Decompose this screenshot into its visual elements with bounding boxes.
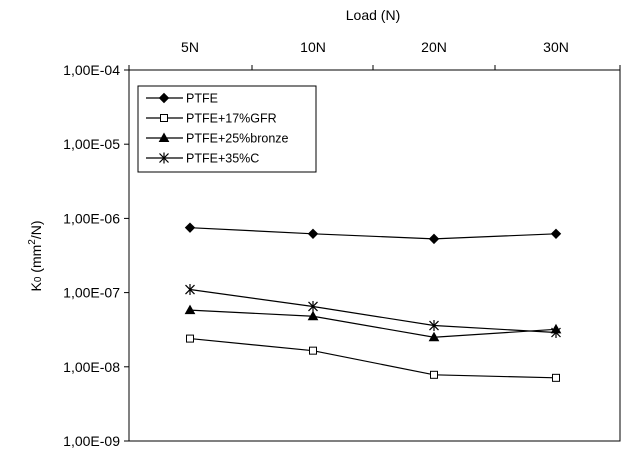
series-line <box>189 337 557 379</box>
y-tick-label: 1,00E-07 <box>63 285 120 301</box>
legend-label: PTFE+25%bronze <box>186 132 289 146</box>
y-axis-title-main: K <box>28 282 44 292</box>
y-axis-title-unit: (mm <box>28 245 44 277</box>
data-point <box>158 92 170 104</box>
series-layer <box>184 222 562 382</box>
legend-label: PTFE+35%C <box>186 152 259 166</box>
legend-label: PTFE+17%GFR <box>186 112 277 126</box>
x-tick-label: 5N <box>181 39 199 55</box>
x-tick-label: 10N <box>300 39 326 55</box>
y-axis-title-unit-end: /N) <box>28 220 44 239</box>
data-point <box>550 228 562 240</box>
plot-frame <box>128 69 621 442</box>
x-tick-label: 20N <box>421 39 447 55</box>
data-point <box>308 300 318 312</box>
data-point <box>428 233 440 245</box>
data-point <box>184 222 196 233</box>
legend-label: PTFE <box>186 92 218 106</box>
series-line <box>189 227 557 240</box>
legend: PTFE PTFE+17%GFR PTFE+25%bronze PTFE+35%C <box>137 85 317 173</box>
y-axis-title-unit-sup: 2 <box>27 239 38 245</box>
data-point <box>186 334 194 343</box>
data-point <box>309 346 317 355</box>
data-point <box>184 304 196 315</box>
y-tick-label: 1,00E-09 <box>63 433 120 449</box>
y-axis-title-sub: 0 <box>33 276 44 282</box>
data-point <box>428 331 440 342</box>
y-tick-label: 1,00E-06 <box>63 210 120 226</box>
y-tick-label: 1,00E-04 <box>63 62 120 78</box>
data-point <box>552 373 560 382</box>
x-tick-label: 30N <box>543 39 569 55</box>
series-line <box>189 288 557 334</box>
ticks: 1,00E-04 1,00E-05 1,00E-06 1,00E-07 1,00E-08… <box>63 39 621 449</box>
data-point <box>185 284 195 296</box>
series-line <box>189 309 557 338</box>
axes <box>128 69 621 442</box>
data-point <box>158 132 170 142</box>
data-point <box>160 114 168 122</box>
data-point <box>159 152 169 164</box>
y-tick-label: 1,00E-05 <box>63 136 120 152</box>
data-point <box>430 370 438 379</box>
data-point <box>429 320 439 332</box>
y-axis-title: K0 (mm2/N) <box>27 220 44 291</box>
data-point <box>551 326 561 338</box>
data-point <box>307 310 319 321</box>
y-tick-label: 1,00E-08 <box>63 359 120 375</box>
x-axis-title: Load (N) <box>346 7 400 23</box>
data-point <box>307 228 319 240</box>
